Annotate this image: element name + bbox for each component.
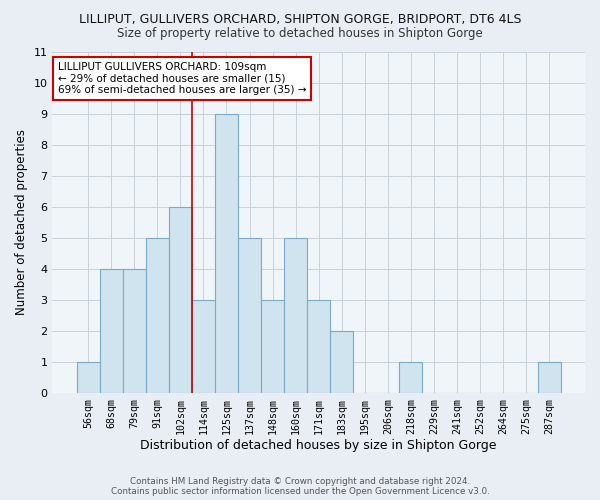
Text: LILLIPUT, GULLIVERS ORCHARD, SHIPTON GORGE, BRIDPORT, DT6 4LS: LILLIPUT, GULLIVERS ORCHARD, SHIPTON GOR…	[79, 12, 521, 26]
Bar	[538, 362, 561, 393]
Bar	[77, 362, 100, 393]
Bar	[261, 300, 284, 393]
Y-axis label: Number of detached properties: Number of detached properties	[15, 130, 28, 316]
Text: Contains public sector information licensed under the Open Government Licence v3: Contains public sector information licen…	[110, 487, 490, 496]
Bar	[100, 269, 123, 393]
Bar	[330, 331, 353, 393]
Bar	[238, 238, 261, 393]
Text: Size of property relative to detached houses in Shipton Gorge: Size of property relative to detached ho…	[117, 28, 483, 40]
Bar	[400, 362, 422, 393]
Bar	[307, 300, 330, 393]
Bar	[146, 238, 169, 393]
Bar	[284, 238, 307, 393]
Bar	[192, 300, 215, 393]
Text: LILLIPUT GULLIVERS ORCHARD: 109sqm
← 29% of detached houses are smaller (15)
69%: LILLIPUT GULLIVERS ORCHARD: 109sqm ← 29%…	[58, 62, 306, 95]
Bar	[123, 269, 146, 393]
Bar	[169, 207, 192, 393]
X-axis label: Distribution of detached houses by size in Shipton Gorge: Distribution of detached houses by size …	[140, 440, 497, 452]
Bar	[215, 114, 238, 393]
Text: Contains HM Land Registry data © Crown copyright and database right 2024.: Contains HM Land Registry data © Crown c…	[130, 477, 470, 486]
